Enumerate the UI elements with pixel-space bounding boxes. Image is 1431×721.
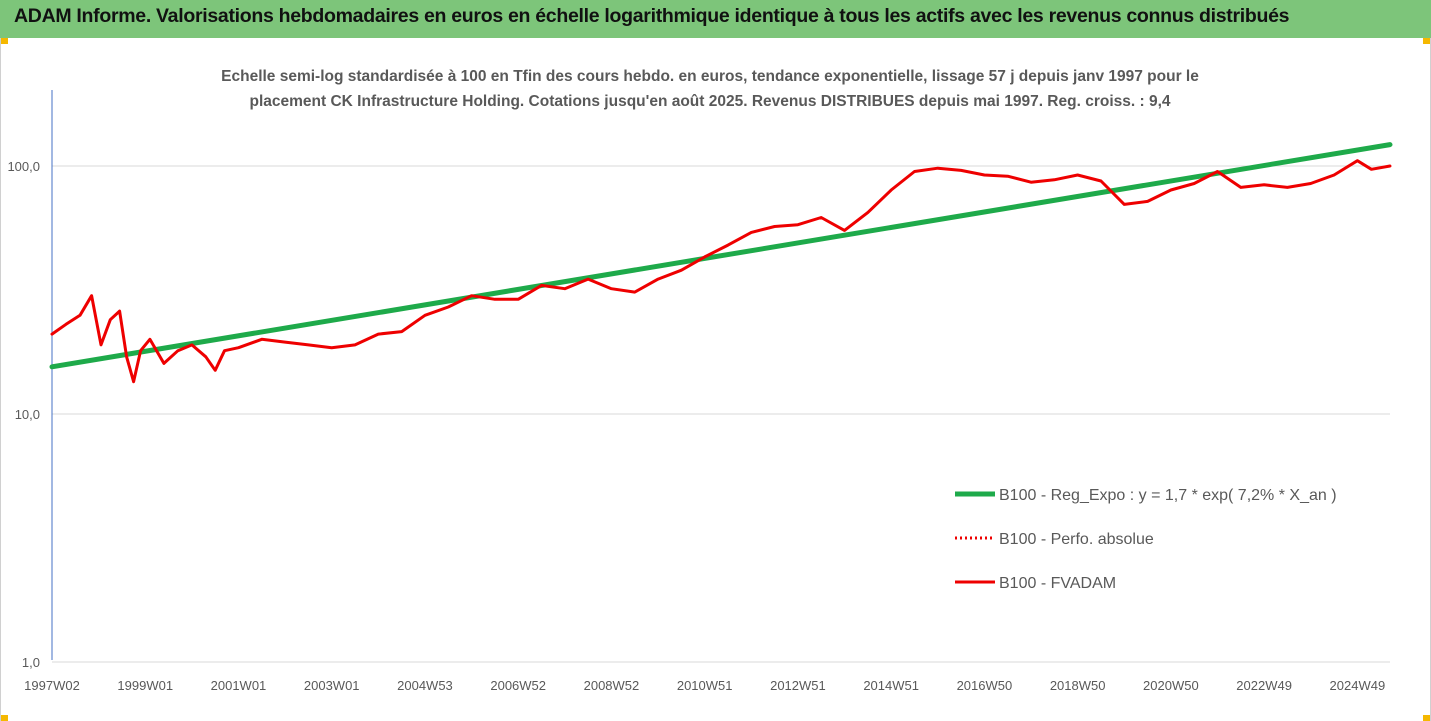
x-tick-label: 2014W51 <box>863 678 919 693</box>
corner-marker-top-left <box>0 38 8 44</box>
x-tick-label: 2003W01 <box>304 678 360 693</box>
x-tick-label: 2008W52 <box>584 678 640 693</box>
chart-title: Echelle semi-log standardisée à 100 en T… <box>160 64 1260 114</box>
x-tick-label: 2001W01 <box>211 678 267 693</box>
y-axis-ticks: 1,0 10,0 100,0 <box>7 159 40 670</box>
x-tick-label: 2018W50 <box>1050 678 1106 693</box>
x-tick-label: 2012W51 <box>770 678 826 693</box>
corner-marker-top-right <box>1423 38 1431 44</box>
legend-label-0: B100 - Reg_Expo : y = 1,7 * exp( 7,2% * … <box>999 487 1337 504</box>
grid-lines <box>52 165 1390 663</box>
corner-marker-bottom-left <box>0 715 8 721</box>
x-tick-label: 2006W52 <box>490 678 546 693</box>
legend-label-2: B100 - FVADAM <box>999 575 1116 592</box>
x-tick-label: 2004W53 <box>397 678 453 693</box>
x-tick-label: 2016W50 <box>957 678 1013 693</box>
x-tick-label: 2010W51 <box>677 678 733 693</box>
report-header: ADAM Informe. Valorisations hebdomadaire… <box>0 0 1431 38</box>
chart-title-line-1: Echelle semi-log standardisée à 100 en T… <box>221 68 1199 85</box>
series-lines <box>49 142 1393 384</box>
series-line-0 <box>49 142 1393 370</box>
chart-title-line-2: placement CK Infrastructure Holding. Cot… <box>249 93 1171 110</box>
report-title: ADAM Informe. Valorisations hebdomadaire… <box>14 5 1290 27</box>
x-tick-label: 2020W50 <box>1143 678 1199 693</box>
y-tick-label: 1,0 <box>22 655 40 670</box>
legend: B100 - Reg_Expo : y = 1,7 * exp( 7,2% * … <box>955 487 1337 592</box>
x-tick-label: 1999W01 <box>117 678 173 693</box>
legend-label-1: B100 - Perfo. absolue <box>999 531 1154 548</box>
y-tick-label: 100,0 <box>7 159 40 174</box>
series-line-2 <box>50 159 1392 384</box>
x-tick-label: 2024W49 <box>1330 678 1386 693</box>
y-tick-label: 10,0 <box>15 407 40 422</box>
corner-marker-bottom-right <box>1423 715 1431 721</box>
x-tick-label: 2022W49 <box>1236 678 1292 693</box>
x-axis-ticks: 1997W02 1999W01 2001W01 2003W01 2004W53 2006W… <box>24 678 1385 693</box>
x-tick-label: 1997W02 <box>24 678 80 693</box>
